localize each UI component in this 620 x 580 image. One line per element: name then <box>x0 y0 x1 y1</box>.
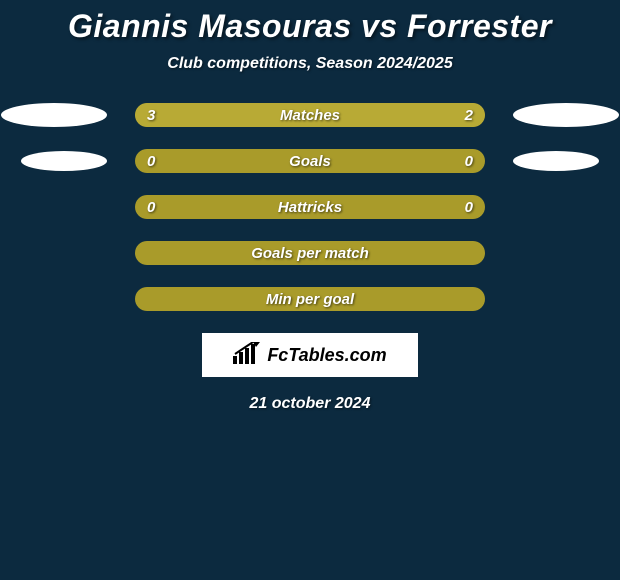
stat-label: Matches <box>135 107 485 124</box>
stat-value-right: 2 <box>465 107 473 124</box>
stat-row: 3 Matches 2 <box>0 103 620 127</box>
stat-label: Goals per match <box>135 245 485 262</box>
stat-row: Min per goal <box>0 287 620 311</box>
date-text: 21 october 2024 <box>0 395 620 413</box>
stat-row: 0 Hattricks 0 <box>0 195 620 219</box>
comparison-infographic: Giannis Masouras vs Forrester Club compe… <box>0 0 620 580</box>
stat-value-right: 0 <box>465 153 473 170</box>
brand-text: FcTables.com <box>267 345 386 366</box>
brand-badge: FcTables.com <box>202 333 418 377</box>
stat-label: Hattricks <box>135 199 485 216</box>
stat-row: 0 Goals 0 <box>0 149 620 173</box>
stat-bar-hattricks: 0 Hattricks 0 <box>135 195 485 219</box>
stat-label: Min per goal <box>135 291 485 308</box>
stats-container: 3 Matches 2 0 Goals 0 0 Hattricks <box>0 103 620 311</box>
stat-bar-goals: 0 Goals 0 <box>135 149 485 173</box>
chart-icon <box>233 342 261 369</box>
player-right-flag <box>513 103 619 127</box>
player-right-flag <box>513 151 599 171</box>
page-title: Giannis Masouras vs Forrester <box>0 0 620 45</box>
stat-bar-matches: 3 Matches 2 <box>135 103 485 127</box>
stat-label: Goals <box>135 153 485 170</box>
stat-bar-min-per-goal: Min per goal <box>135 287 485 311</box>
stat-value-right: 0 <box>465 199 473 216</box>
player-left-flag <box>1 103 107 127</box>
player-left-flag <box>21 151 107 171</box>
subtitle: Club competitions, Season 2024/2025 <box>0 55 620 73</box>
stat-row: Goals per match <box>0 241 620 265</box>
stat-bar-goals-per-match: Goals per match <box>135 241 485 265</box>
